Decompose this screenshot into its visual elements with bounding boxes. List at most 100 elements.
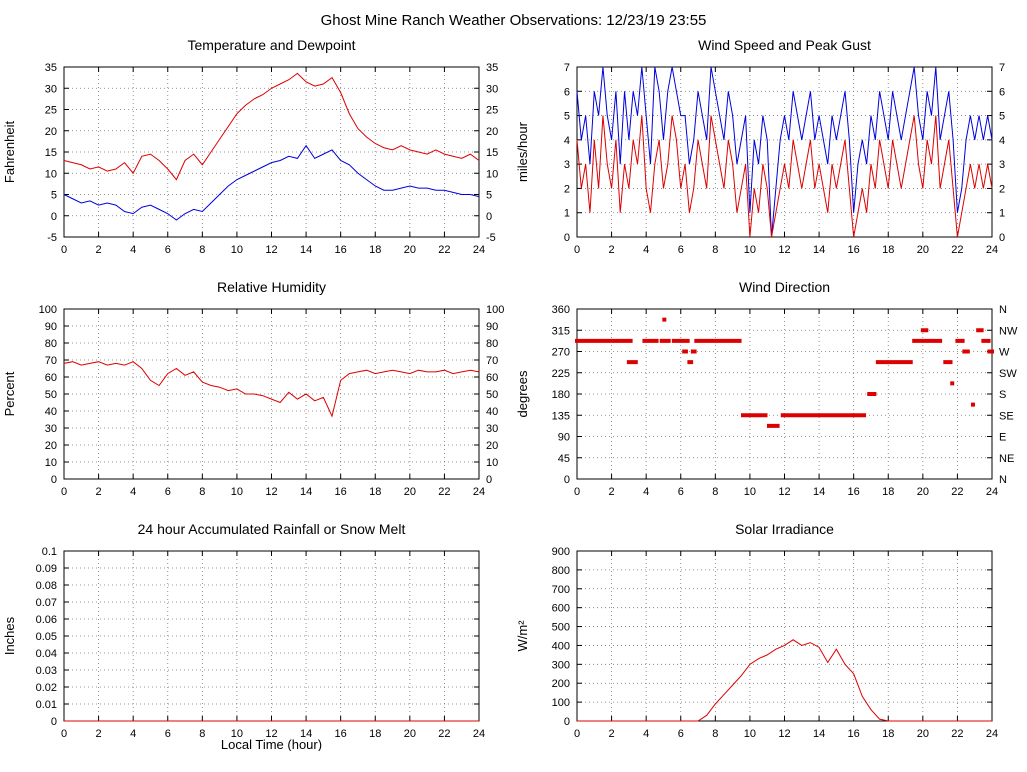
chart-title-wind-direction: Wind Direction	[738, 279, 831, 295]
svg-text:2: 2	[609, 486, 615, 498]
svg-text:0: 0	[574, 486, 580, 498]
wind-speed-gust-chart: 0 2 4 6 8 10 12 14 16 18 20 22 240 01 12 23 34 45 56 67 7mil…	[515, 62, 1005, 256]
svg-text:10: 10	[231, 728, 243, 740]
svg-text:4: 4	[999, 135, 1005, 147]
svg-text:0: 0	[51, 211, 57, 223]
svg-text:0.03: 0.03	[36, 665, 57, 677]
svg-text:NW: NW	[999, 325, 1018, 337]
svg-text:30: 30	[45, 83, 57, 95]
svg-text:60: 60	[486, 372, 498, 384]
chart-title-relative-humidity: Relative Humidity	[217, 279, 326, 295]
svg-text:16: 16	[335, 486, 347, 498]
solar-irradiance-chart: 0 2 4 6 8 10 12 14 16 18 20 22 240100200300400500600…	[515, 546, 998, 740]
svg-text:2: 2	[609, 728, 615, 740]
svg-text:10: 10	[486, 457, 498, 469]
svg-text:25: 25	[486, 105, 498, 117]
svg-text:N: N	[999, 474, 1007, 486]
svg-text:90: 90	[558, 432, 570, 444]
svg-text:30: 30	[486, 83, 498, 95]
svg-text:Local Time (hour): Local Time (hour)	[221, 737, 322, 751]
svg-text:50: 50	[45, 389, 57, 401]
svg-text:6: 6	[165, 728, 171, 740]
svg-text:2: 2	[564, 183, 570, 195]
svg-text:-5: -5	[47, 232, 57, 244]
svg-text:2: 2	[96, 486, 102, 498]
svg-text:24: 24	[986, 244, 998, 256]
chart-title-solar-irradiance: Solar Irradiance	[735, 521, 834, 537]
svg-text:20: 20	[917, 244, 929, 256]
svg-text:18: 18	[369, 728, 381, 740]
svg-text:4: 4	[130, 486, 136, 498]
svg-text:900: 900	[552, 546, 570, 558]
svg-text:16: 16	[335, 244, 347, 256]
svg-text:80: 80	[45, 338, 57, 350]
svg-text:0.1: 0.1	[42, 546, 57, 558]
svg-text:Percent: Percent	[2, 371, 17, 416]
svg-text:500: 500	[552, 622, 570, 634]
svg-text:14: 14	[300, 728, 312, 740]
svg-text:24: 24	[986, 486, 998, 498]
svg-text:5: 5	[564, 111, 570, 123]
svg-text:2: 2	[96, 728, 102, 740]
svg-text:12: 12	[778, 728, 790, 740]
svg-text:35: 35	[486, 62, 498, 74]
svg-text:0.08: 0.08	[36, 580, 57, 592]
svg-text:16: 16	[848, 486, 860, 498]
svg-text:20: 20	[917, 728, 929, 740]
svg-text:0.05: 0.05	[36, 631, 57, 643]
svg-text:16: 16	[848, 244, 860, 256]
svg-text:SW: SW	[999, 368, 1017, 380]
svg-text:600: 600	[552, 603, 570, 615]
svg-text:22: 22	[438, 486, 450, 498]
svg-text:10: 10	[744, 728, 756, 740]
svg-text:3: 3	[564, 159, 570, 171]
svg-text:180: 180	[552, 389, 570, 401]
svg-text:90: 90	[486, 321, 498, 333]
svg-text:24: 24	[473, 486, 485, 498]
svg-text:60: 60	[45, 372, 57, 384]
svg-text:3: 3	[999, 159, 1005, 171]
svg-text:miles/hour: miles/hour	[515, 121, 530, 182]
svg-text:24: 24	[986, 728, 998, 740]
svg-text:W: W	[999, 347, 1010, 359]
svg-text:0: 0	[51, 716, 57, 728]
svg-text:4: 4	[643, 486, 649, 498]
svg-text:40: 40	[45, 406, 57, 418]
panel-wind-direction: Wind Direction 0 2 4 6 8 10 12 14 16 18 20 22 24 0 N 45…	[513, 277, 1026, 509]
svg-text:200: 200	[552, 678, 570, 690]
svg-text:24: 24	[473, 244, 485, 256]
svg-text:18: 18	[882, 244, 894, 256]
svg-text:2: 2	[609, 244, 615, 256]
svg-text:0: 0	[564, 232, 570, 244]
svg-text:6: 6	[999, 86, 1005, 98]
svg-text:40: 40	[486, 406, 498, 418]
svg-text:400: 400	[552, 640, 570, 652]
svg-text:0: 0	[51, 474, 57, 486]
svg-text:18: 18	[369, 486, 381, 498]
svg-text:5: 5	[999, 111, 1005, 123]
svg-text:70: 70	[45, 355, 57, 367]
svg-text:0: 0	[61, 486, 67, 498]
panel-wind-speed-gust: Wind Speed and Peak Gust 0 2 4 6 8 10 12 14 16 18…	[513, 35, 1026, 267]
svg-text:14: 14	[813, 486, 825, 498]
svg-text:12: 12	[265, 486, 277, 498]
svg-text:225: 225	[552, 368, 570, 380]
svg-text:5: 5	[486, 190, 492, 202]
svg-text:16: 16	[335, 728, 347, 740]
svg-text:2: 2	[999, 183, 1005, 195]
svg-text:100: 100	[486, 304, 504, 316]
svg-text:14: 14	[813, 728, 825, 740]
svg-text:10: 10	[744, 244, 756, 256]
svg-text:20: 20	[404, 486, 416, 498]
panel-relative-humidity: Relative Humidity 0 2 4 6 8 10 12 14 16 18 20 22 24 0…	[0, 277, 513, 509]
svg-text:6: 6	[564, 86, 570, 98]
svg-text:18: 18	[882, 486, 894, 498]
svg-text:4: 4	[643, 244, 649, 256]
svg-text:0: 0	[61, 244, 67, 256]
svg-text:0.04: 0.04	[36, 648, 57, 660]
chart-title-temperature-dewpoint: Temperature and Dewpoint	[187, 37, 356, 53]
svg-text:0: 0	[564, 716, 570, 728]
svg-text:10: 10	[744, 486, 756, 498]
svg-text:10: 10	[486, 168, 498, 180]
svg-text:4: 4	[643, 728, 649, 740]
